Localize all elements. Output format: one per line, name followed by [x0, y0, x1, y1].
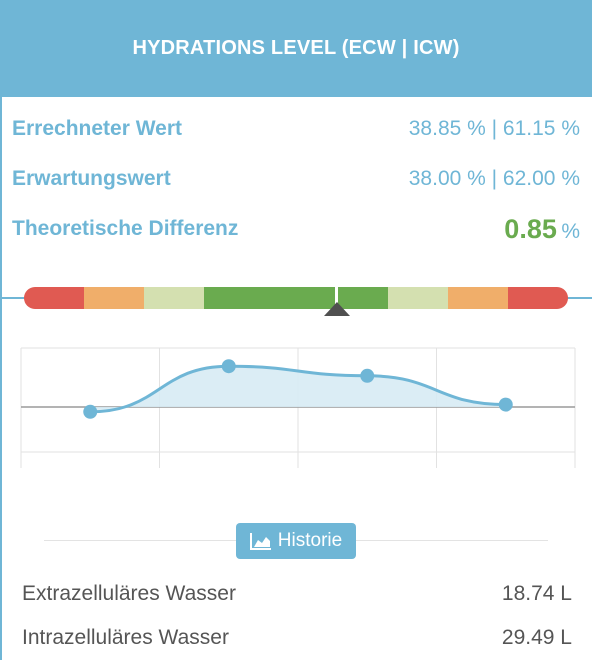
chart-point [498, 397, 513, 412]
difference-label: Theoretische Differenz [12, 217, 239, 240]
history-button[interactable]: Historie [236, 523, 356, 559]
history-chart [20, 347, 576, 468]
gauge-marker-stem [335, 282, 339, 304]
gauge-segment [296, 287, 388, 309]
chart-point [221, 359, 236, 374]
icw-label: Intrazelluläres Wasser [22, 626, 229, 649]
history-button-label: Historie [277, 530, 343, 551]
expected-value-row: Erwartungswert 38.00 % | 62.00 % [12, 164, 580, 194]
difference-row: Theoretische Differenz 0.85 % [12, 214, 580, 244]
gauge-segment [508, 287, 568, 309]
left-accent-rule [0, 97, 2, 660]
calculated-value-row: Errechneter Wert 38.85 % | 61.15 % [12, 114, 580, 144]
difference-number: 0.85 [504, 213, 557, 244]
hydration-gauge [24, 287, 568, 309]
area-chart-icon [249, 533, 271, 550]
gauge-segment [24, 287, 84, 309]
expected-value: 38.00 % | 62.00 % [408, 167, 580, 190]
expected-value-label: Erwartungswert [12, 167, 171, 190]
calculated-value: 38.85 % | 61.15 % [408, 117, 580, 140]
difference-value: 0.85 % [504, 214, 580, 245]
chart-series-line [90, 364, 506, 414]
icw-value: 29.49 L [501, 626, 572, 649]
gauge-segment [144, 287, 204, 309]
ecw-row: Extrazelluläres Wasser 18.74 L [22, 579, 572, 609]
gauge-marker-icon [323, 302, 350, 316]
gauge-segment [204, 287, 296, 309]
page-title: HYDRATIONS LEVEL (ECW | ICW) [132, 37, 460, 59]
gauge-segment [84, 287, 144, 309]
chart-point [360, 368, 375, 383]
header: HYDRATIONS LEVEL (ECW | ICW) [0, 0, 592, 97]
gauge-segment [388, 287, 448, 309]
ecw-label: Extrazelluläres Wasser [22, 582, 236, 605]
ecw-value: 18.74 L [501, 582, 572, 605]
chart-area [90, 366, 506, 412]
calculated-value-label: Errechneter Wert [12, 117, 183, 140]
gauge-segment [448, 287, 508, 309]
difference-unit: % [561, 219, 580, 243]
icw-row: Intrazelluläres Wasser 29.49 L [22, 623, 572, 653]
chart-point [83, 404, 98, 419]
